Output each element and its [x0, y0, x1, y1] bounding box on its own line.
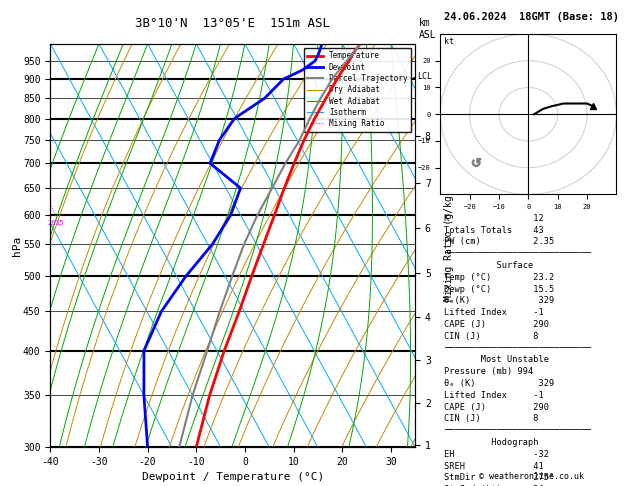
Text: 20: 20 [47, 220, 56, 226]
Text: © weatheronline.co.uk: © weatheronline.co.uk [479, 472, 584, 481]
Text: Mixing Ratio (g/kg): Mixing Ratio (g/kg) [444, 190, 454, 301]
Legend: Temperature, Dewpoint, Parcel Trajectory, Dry Adiabat, Wet Adiabat, Isotherm, Mi: Temperature, Dewpoint, Parcel Trajectory… [304, 48, 411, 132]
Title: 3B°10'N  13°05'E  151m ASL: 3B°10'N 13°05'E 151m ASL [135, 17, 330, 30]
Text: kt: kt [444, 37, 454, 46]
Text: K                12
Totals Totals    43
PW (cm)          2.35
──────────────────: K 12 Totals Totals 43 PW (cm) 2.35 ─────… [444, 214, 591, 486]
Text: 24.06.2024  18GMT (Base: 18): 24.06.2024 18GMT (Base: 18) [444, 12, 619, 22]
Y-axis label: hPa: hPa [11, 235, 21, 256]
Text: 25: 25 [56, 220, 64, 226]
Text: LCL: LCL [418, 72, 433, 81]
Text: km
ASL: km ASL [419, 18, 437, 40]
X-axis label: Dewpoint / Temperature (°C): Dewpoint / Temperature (°C) [142, 472, 324, 483]
